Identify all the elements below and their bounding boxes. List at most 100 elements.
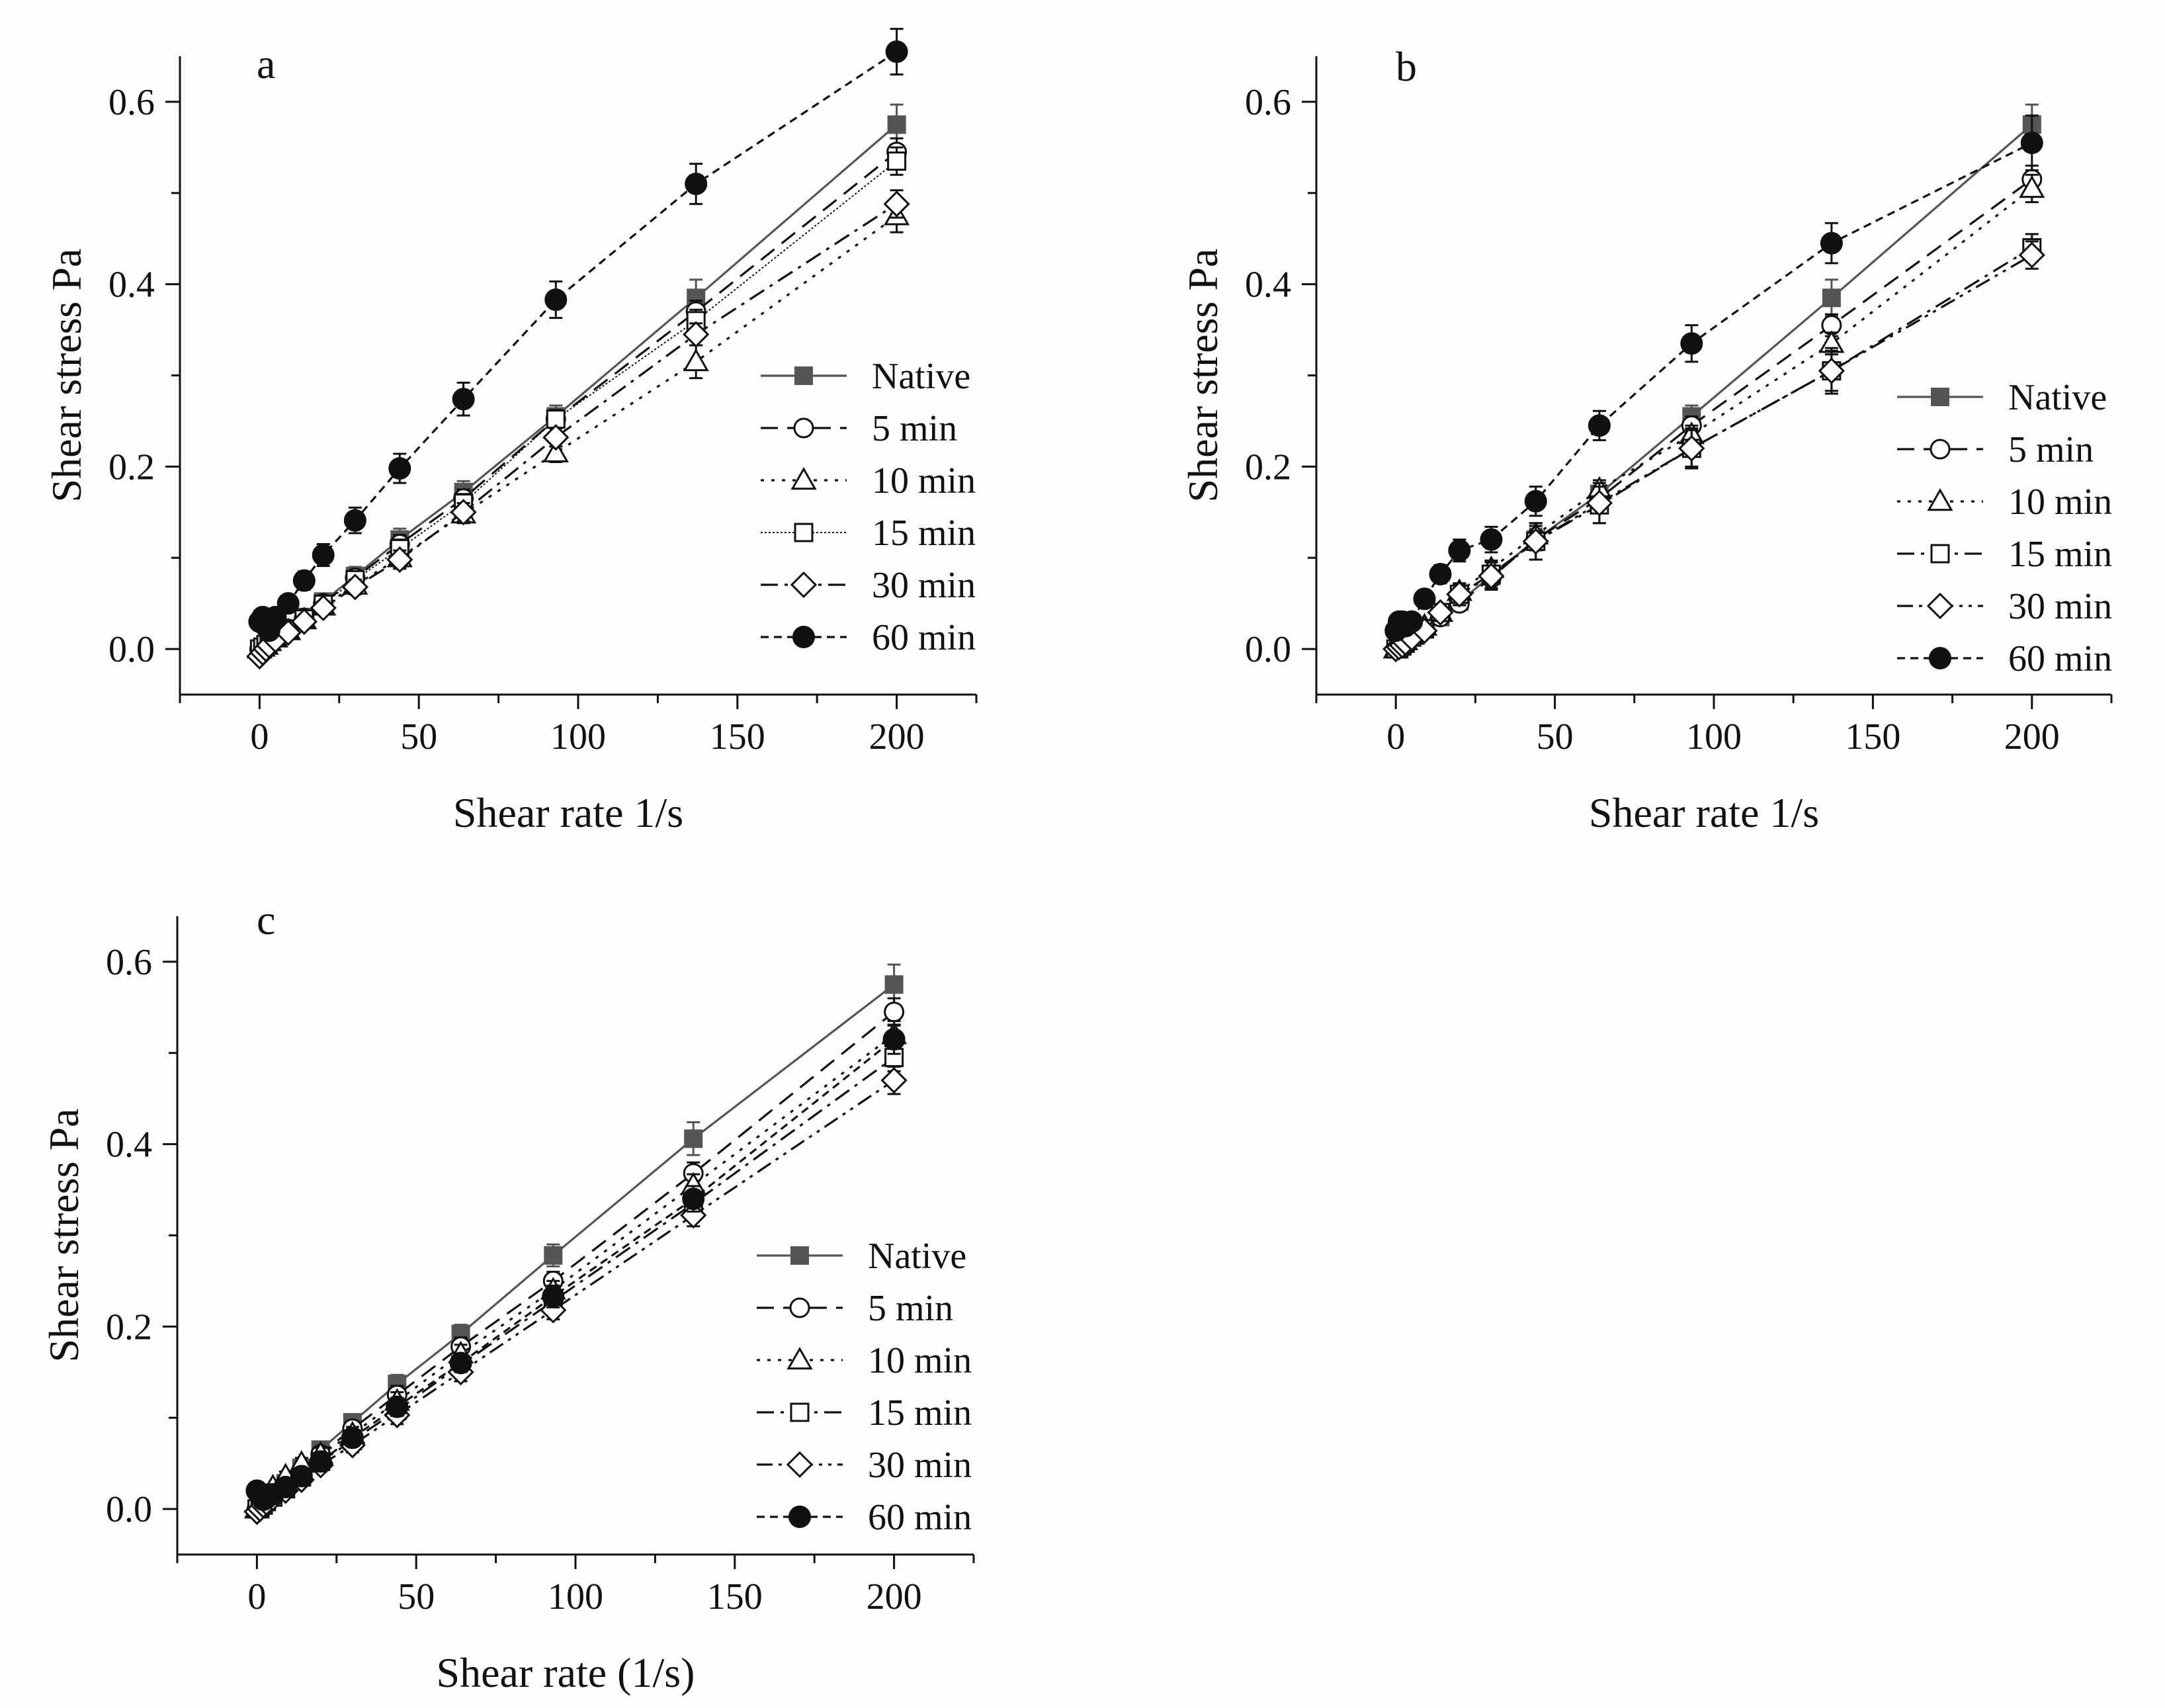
data-point xyxy=(887,151,907,171)
data-point xyxy=(386,1395,409,1418)
data-point xyxy=(884,975,904,994)
legend-marker xyxy=(786,1346,813,1370)
legend-marker xyxy=(1930,439,1951,460)
legend-label: 10 min xyxy=(868,1340,972,1381)
x-tick-label: 100 xyxy=(548,1576,603,1617)
data-point xyxy=(1427,599,1454,626)
data-point xyxy=(542,424,570,451)
legend-marker xyxy=(789,1297,810,1318)
chart-panel-c: 0 50 100 150 200 0.0 0.2 0.4 0.6 Shear rate (1/s)… xyxy=(40,896,975,1696)
series-30-min xyxy=(1382,240,2045,663)
data-point xyxy=(880,1067,908,1094)
data-point xyxy=(685,173,708,195)
data-point xyxy=(1480,528,1503,551)
legend-marker xyxy=(788,1506,811,1528)
legend-label: 30 min xyxy=(872,565,976,606)
y-tick-label: 0.0 xyxy=(106,1489,152,1530)
legend-label: 10 min xyxy=(872,460,976,501)
y-tick-label: 0.6 xyxy=(1245,82,1291,123)
legend-label: 15 min xyxy=(872,513,976,554)
legend-label: 15 min xyxy=(868,1392,972,1433)
data-point xyxy=(312,544,335,567)
x-tick-label: 0 xyxy=(250,716,269,757)
x-tick-label: 0 xyxy=(1386,716,1405,757)
data-point xyxy=(388,457,411,480)
legend-marker xyxy=(794,366,813,385)
data-point xyxy=(544,1246,563,1265)
legend-marker xyxy=(794,523,814,542)
x-tick-label: 100 xyxy=(550,716,606,757)
data-point xyxy=(2018,241,2045,269)
data-point xyxy=(386,546,413,574)
legend: Native 5 min 10 min 15 min 30 min 60 min xyxy=(757,1236,972,1538)
data-point xyxy=(2019,175,2045,198)
data-point xyxy=(341,1426,364,1449)
legend-marker xyxy=(790,1246,809,1265)
y-tick-label: 0.6 xyxy=(108,82,155,123)
legend-marker xyxy=(790,571,818,599)
legend-marker xyxy=(790,1402,810,1422)
data-point xyxy=(1522,528,1549,555)
data-point xyxy=(682,1187,705,1211)
data-point xyxy=(1524,490,1547,513)
legend-marker xyxy=(793,417,814,439)
legend-label: 30 min xyxy=(2008,586,2112,627)
x-tick-label: 150 xyxy=(707,1576,763,1617)
data-point xyxy=(1400,610,1423,633)
x-tick-label: 50 xyxy=(398,1576,435,1617)
x-axis-title: Shear rate 1/s xyxy=(453,789,683,836)
data-point xyxy=(309,1450,332,1473)
data-point xyxy=(276,592,300,615)
data-point xyxy=(680,1202,707,1229)
x-axis-title: Shear rate (1/s) xyxy=(437,1649,695,1696)
x-tick-label: 50 xyxy=(1537,716,1574,757)
y-tick-label: 0.4 xyxy=(1245,265,1291,306)
x-tick-label: 200 xyxy=(869,716,925,757)
legend-marker xyxy=(1930,544,1950,564)
legend-label: 5 min xyxy=(872,408,957,449)
legend-label: Native xyxy=(2008,377,2107,418)
data-point xyxy=(290,608,318,635)
panel-label: c xyxy=(257,896,275,943)
data-point xyxy=(1448,539,1471,562)
data-point xyxy=(1820,232,1843,255)
y-tick-label: 0.6 xyxy=(106,942,152,983)
y-tick-label: 0.0 xyxy=(108,629,155,670)
data-point xyxy=(275,619,302,646)
x-tick-label: 200 xyxy=(867,1576,922,1617)
panel-label: b xyxy=(1396,43,1417,90)
legend-label: 10 min xyxy=(2008,482,2112,523)
legend: Native 5 min 10 min 15 min 30 min 60 min xyxy=(761,356,976,658)
x-tick-label: 100 xyxy=(1686,716,1742,757)
data-point xyxy=(542,1285,565,1308)
series-60-min xyxy=(1384,114,2043,642)
y-tick-label: 0.2 xyxy=(108,447,155,488)
data-point xyxy=(542,439,569,462)
legend-marker xyxy=(1931,388,1949,406)
legend-marker xyxy=(1927,488,1953,511)
data-point xyxy=(1588,414,1611,437)
y-tick-label: 0.2 xyxy=(1245,447,1291,488)
legend-label: 30 min xyxy=(868,1445,972,1486)
data-point xyxy=(1586,490,1613,517)
legend-label: 5 min xyxy=(868,1288,953,1329)
x-tick-label: 150 xyxy=(710,716,765,757)
x-tick-label: 0 xyxy=(247,1576,266,1617)
data-point xyxy=(1822,288,1841,308)
data-point xyxy=(1678,435,1705,462)
data-point xyxy=(310,594,337,622)
x-tick-label: 200 xyxy=(2004,716,2060,757)
data-point xyxy=(1413,587,1436,611)
data-point xyxy=(1680,332,1703,355)
x-axis-title: Shear rate 1/s xyxy=(1589,789,1819,836)
legend-marker xyxy=(1926,592,1954,620)
legend-label: 60 min xyxy=(868,1497,972,1538)
data-point xyxy=(1429,563,1452,586)
data-point xyxy=(290,1465,313,1488)
data-point xyxy=(1818,357,1846,384)
data-point xyxy=(274,1475,297,1498)
legend-label: Native xyxy=(872,356,970,397)
data-point xyxy=(683,321,710,348)
y-axis-title: Shear stress Pa xyxy=(40,1109,87,1363)
data-point xyxy=(292,569,316,592)
